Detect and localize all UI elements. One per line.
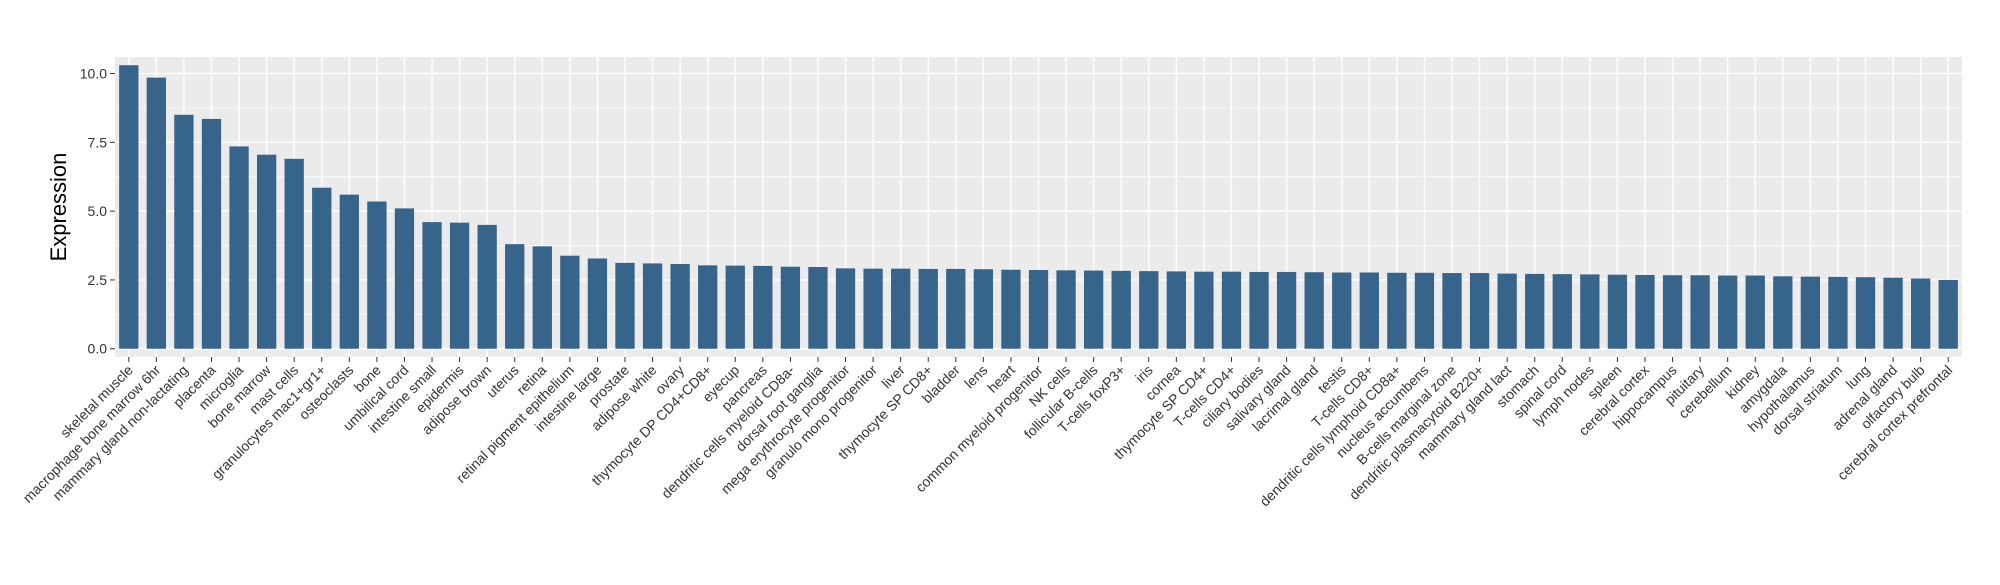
bar bbox=[1580, 274, 1600, 349]
bar bbox=[1938, 279, 1958, 349]
bar bbox=[1001, 269, 1021, 349]
bar bbox=[1828, 276, 1848, 349]
bar bbox=[1139, 271, 1159, 349]
bar bbox=[753, 265, 773, 349]
bar bbox=[422, 222, 442, 349]
bar bbox=[449, 222, 470, 349]
x-tick-label: uterus bbox=[483, 362, 522, 401]
bar bbox=[1662, 275, 1683, 349]
bar bbox=[1635, 274, 1655, 349]
bar bbox=[1359, 272, 1379, 349]
bar bbox=[1800, 276, 1821, 349]
x-tick-label: macrophage bone marrow 6hr bbox=[20, 362, 164, 506]
bar bbox=[1745, 275, 1765, 349]
bar bbox=[615, 262, 635, 349]
bar bbox=[1442, 273, 1462, 349]
bar bbox=[1718, 275, 1738, 349]
y-tick-label: 2.5 bbox=[88, 272, 108, 288]
bar bbox=[1083, 270, 1104, 349]
bar bbox=[918, 268, 938, 349]
y-tick-label: 5.0 bbox=[88, 203, 108, 219]
bar bbox=[477, 224, 497, 349]
y-tick-label: 7.5 bbox=[88, 134, 108, 150]
bar bbox=[119, 65, 139, 349]
bar bbox=[1552, 274, 1572, 349]
bar bbox=[505, 244, 525, 349]
bar bbox=[1414, 272, 1435, 349]
bar bbox=[1194, 271, 1214, 349]
bar bbox=[174, 114, 194, 349]
bar bbox=[1249, 271, 1269, 349]
bar bbox=[201, 118, 222, 349]
bar bbox=[698, 265, 718, 349]
bar bbox=[146, 77, 166, 349]
bar bbox=[256, 154, 277, 349]
bar bbox=[1525, 273, 1545, 349]
bar bbox=[312, 187, 332, 349]
bar bbox=[1387, 272, 1407, 349]
bar bbox=[1690, 275, 1710, 349]
bar bbox=[891, 268, 911, 349]
bar bbox=[1607, 274, 1628, 349]
bar bbox=[1111, 270, 1131, 349]
y-axis: 0.0 2.5 5.0 7.5 10.0 bbox=[80, 66, 115, 357]
bar bbox=[808, 267, 828, 349]
bar bbox=[725, 265, 745, 349]
bar bbox=[973, 269, 994, 349]
bar bbox=[863, 268, 883, 349]
bar bbox=[1911, 278, 1931, 349]
bar bbox=[642, 263, 663, 349]
bar bbox=[1883, 277, 1903, 349]
bar bbox=[284, 158, 304, 349]
bar bbox=[229, 146, 249, 349]
bars bbox=[119, 65, 1958, 349]
bar bbox=[560, 255, 580, 349]
bar bbox=[1221, 271, 1242, 349]
y-tick-label: 0.0 bbox=[88, 341, 108, 357]
bar bbox=[339, 194, 359, 349]
bar bbox=[367, 201, 387, 349]
y-axis-title: Expression bbox=[46, 153, 71, 262]
bar bbox=[1028, 270, 1049, 349]
bar bbox=[1276, 271, 1297, 349]
bar bbox=[1056, 270, 1076, 349]
bar bbox=[1166, 271, 1186, 349]
bar bbox=[670, 263, 690, 349]
bar bbox=[946, 268, 966, 349]
bar bbox=[587, 258, 608, 349]
bar bbox=[1855, 277, 1876, 349]
bar bbox=[780, 266, 801, 349]
bar bbox=[1773, 276, 1793, 349]
bar bbox=[1332, 272, 1352, 349]
y-tick-label: 10.0 bbox=[80, 66, 107, 82]
bar bbox=[1469, 273, 1490, 349]
bar bbox=[394, 208, 415, 349]
bar bbox=[1497, 273, 1517, 349]
bar bbox=[532, 246, 552, 349]
bar bbox=[835, 268, 856, 349]
bar bbox=[1304, 272, 1324, 349]
